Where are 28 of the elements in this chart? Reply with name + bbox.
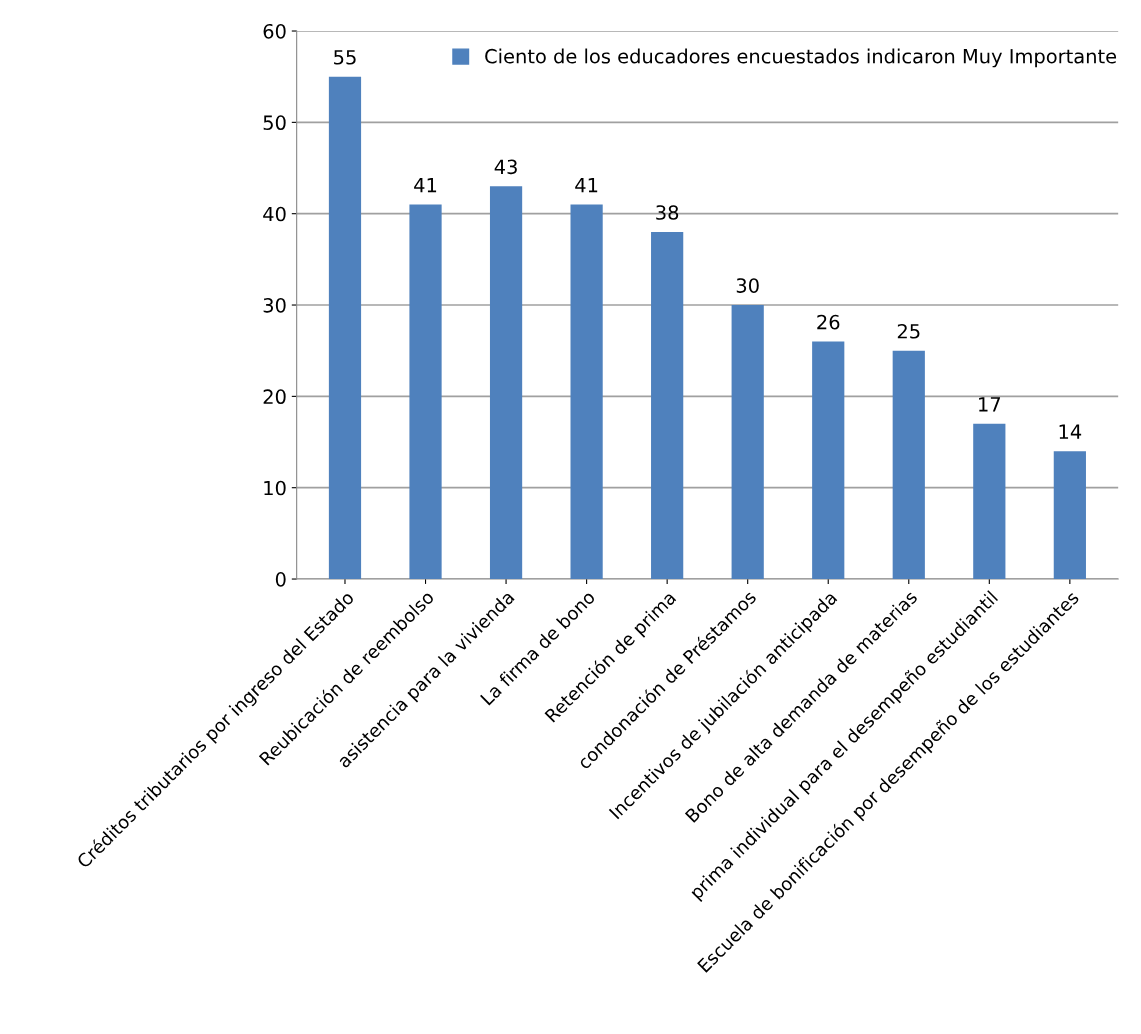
data-label: 17 [979, 397, 1001, 412]
data-label: 41 [575, 178, 598, 193]
data-label: 26 [817, 314, 840, 330]
bar [570, 204, 603, 580]
y-tick-label: 50 [263, 115, 286, 131]
y-tick-label: 0 [275, 572, 286, 587]
data-label: 25 [897, 323, 920, 339]
data-label: 43 [494, 159, 517, 175]
y-tick-label: 10 [264, 480, 286, 496]
bar [1053, 451, 1086, 580]
bar [731, 305, 764, 580]
y-tick-label: 40 [263, 206, 286, 222]
y-tick-label: 30 [263, 297, 286, 313]
bar [892, 350, 925, 580]
y-tick-label: 20 [263, 389, 286, 405]
data-label: 38 [656, 205, 679, 220]
bar [489, 186, 523, 580]
data-label: 55 [334, 50, 356, 65]
bar [328, 76, 362, 580]
data-label: 30 [736, 278, 759, 293]
data-label: 41 [414, 178, 437, 193]
bar [973, 423, 1006, 580]
y-tick-label: 60 [263, 23, 286, 39]
bar [409, 204, 442, 580]
data-label: 14 [1059, 424, 1082, 439]
bar [651, 231, 684, 580]
bar [812, 341, 845, 580]
legend-label: Ciento de los educadores encuestados indicaron Muy Importante [485, 48, 1117, 68]
